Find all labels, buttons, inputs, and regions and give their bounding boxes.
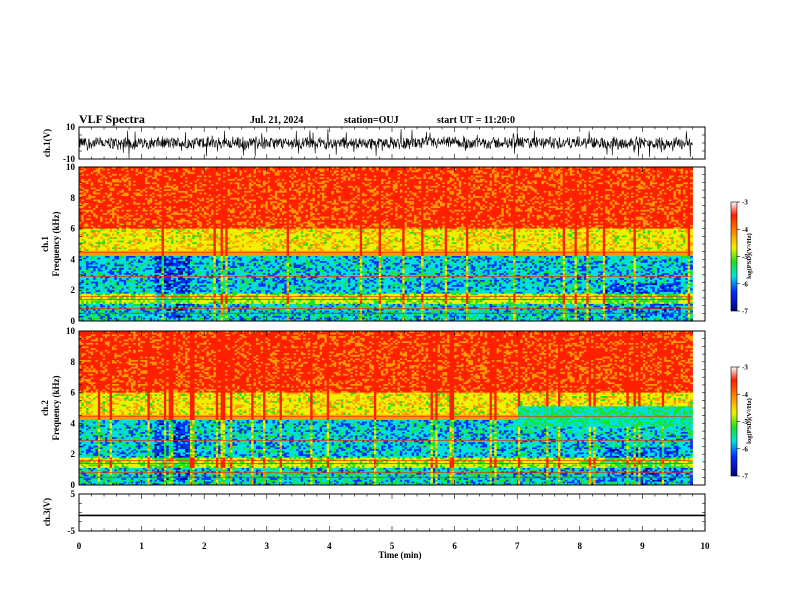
ch1-waveform-line [79, 129, 693, 157]
ch1-spectrogram-image [79, 167, 693, 321]
station-label: station=OUJ [344, 115, 399, 126]
date-label: Jul. 21, 2024 [250, 115, 303, 126]
figure-title: VLF Spectra [79, 112, 145, 126]
ch1-waveform-trace [79, 129, 693, 157]
start-time-label: start UT = 11:20:0 [437, 115, 515, 126]
